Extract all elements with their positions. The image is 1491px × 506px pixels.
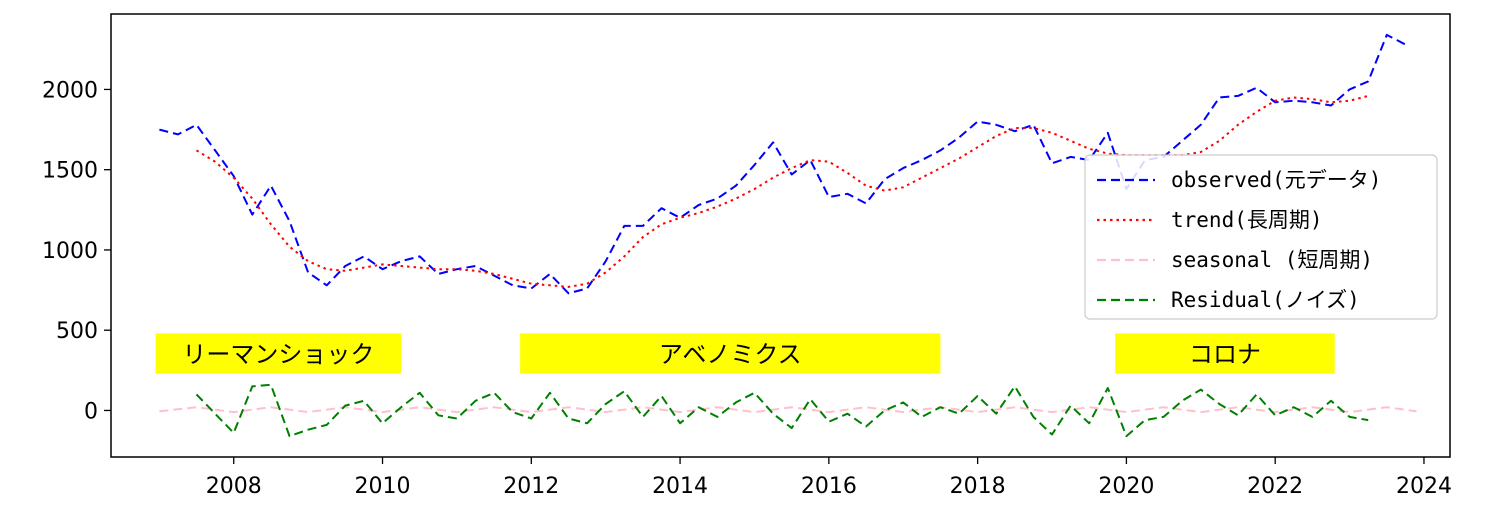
y-axis: 0 500 1000 1500 2000	[42, 78, 111, 424]
x-tick-label: 2010	[355, 474, 411, 499]
annotation-bands: リーマンショック アベノミクス コロナ	[155, 333, 1335, 374]
x-tick-label: 2024	[1396, 474, 1452, 499]
annotation-band	[1115, 333, 1335, 374]
series-line-2	[159, 406, 1417, 414]
annotation-band-label: アベノミクス	[659, 340, 802, 368]
plot-frame	[110, 13, 1451, 458]
legend-label: seasonal (短周期)	[1171, 248, 1373, 272]
x-tick-label: 2012	[503, 474, 559, 499]
legend-label: observed(元データ)	[1171, 168, 1381, 192]
x-tick-label: 2014	[652, 474, 708, 499]
annotation-band	[520, 333, 941, 374]
x-tick-label: 2016	[801, 474, 857, 499]
series-line-3	[195, 383, 1369, 438]
annotation-band-label: コロナ	[1189, 340, 1261, 368]
y-tick-label: 0	[84, 399, 98, 424]
x-tick-label: 2008	[206, 474, 262, 499]
legend-label: Residual(ノイズ)	[1171, 288, 1360, 312]
legend-label: trend(長周期)	[1171, 208, 1323, 232]
legend: observed(元データ) trend(長周期) seasonal (短周期) Re…	[1084, 154, 1438, 320]
x-tick-label: 2018	[950, 474, 1006, 499]
series-line-1	[195, 94, 1369, 288]
x-tick-label: 2020	[1098, 474, 1154, 499]
y-tick-label: 2000	[42, 78, 98, 103]
y-tick-label: 1000	[42, 239, 98, 264]
x-tick-label: 2022	[1247, 474, 1303, 499]
annotation-band	[155, 333, 402, 374]
series-lines	[159, 33, 1417, 438]
annotation-band-label: リーマンショック	[182, 340, 374, 368]
y-tick-label: 500	[56, 319, 98, 344]
legend-box	[1084, 154, 1438, 320]
y-tick-label: 1500	[42, 159, 98, 184]
series-line-0	[159, 33, 1406, 295]
x-axis: 2008 2010 2012 2014 2016 2018 2020 2022 2024	[206, 457, 1452, 499]
